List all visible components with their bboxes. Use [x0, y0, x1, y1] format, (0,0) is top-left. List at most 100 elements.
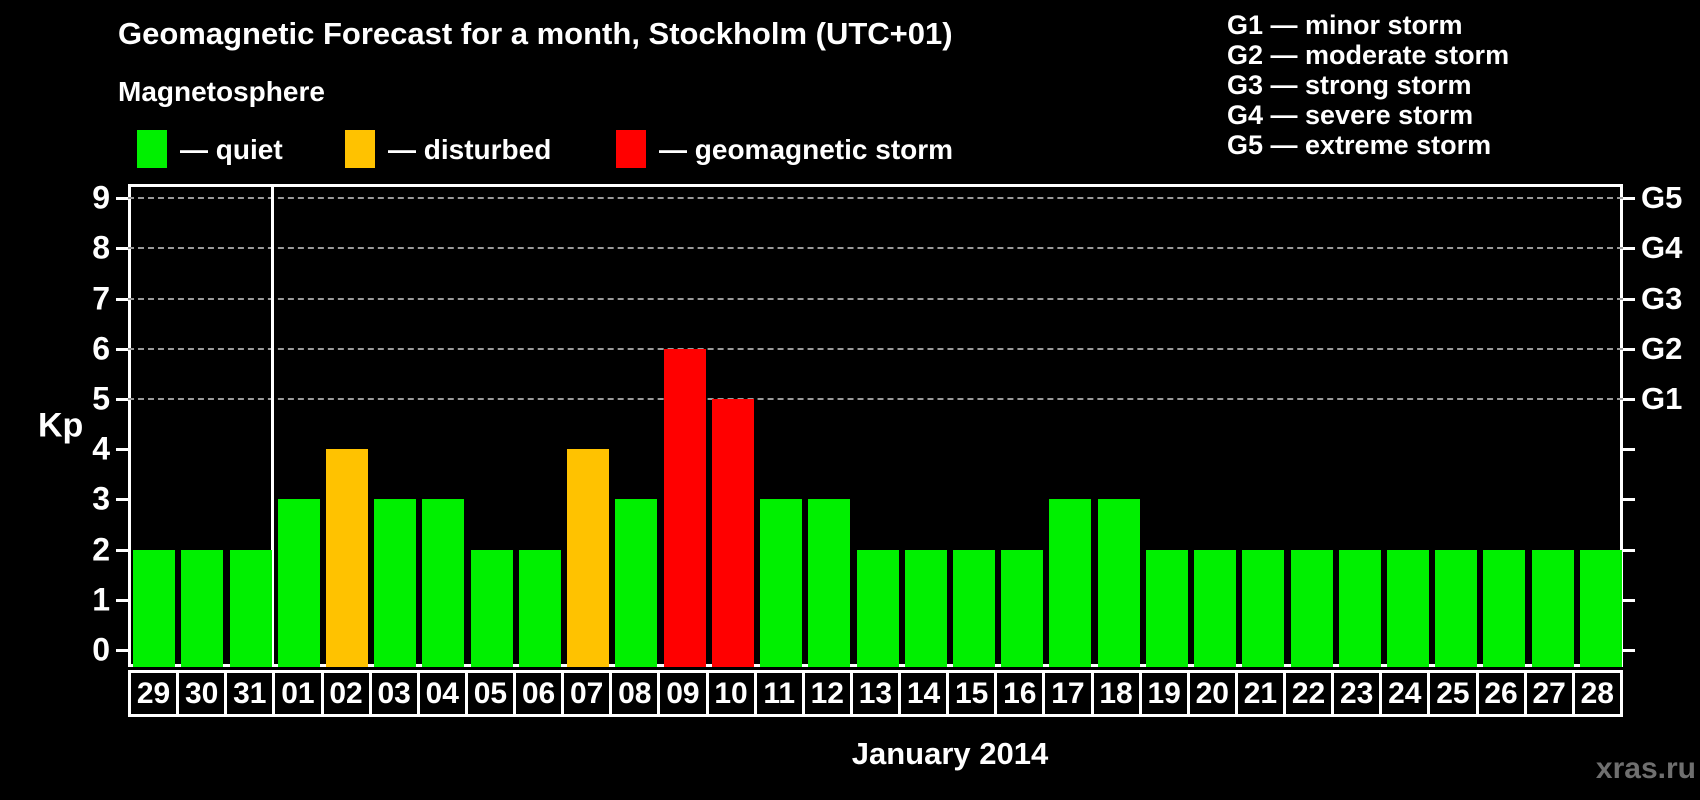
y-axis-tick-right — [1623, 398, 1635, 401]
page-title: Geomagnetic Forecast for a month, Stockh… — [118, 16, 953, 51]
bar-day-15 — [952, 549, 995, 667]
legend-label-quiet: — quiet — [180, 134, 283, 165]
bar-day-18 — [1097, 499, 1140, 667]
bar-day-05 — [470, 549, 513, 667]
bar-day-01 — [277, 499, 320, 667]
bar-day-08 — [615, 499, 658, 667]
right-axis-label-G4: G4 — [1641, 230, 1683, 266]
x-axis-title: January 2014 — [851, 736, 1049, 771]
bar-day-06 — [518, 549, 561, 667]
y-axis-tick-left — [116, 548, 128, 552]
day-label-25: 25 — [1427, 673, 1476, 714]
right-axis-label-G2: G2 — [1641, 330, 1683, 366]
y-tick-label-2: 2 — [92, 531, 110, 568]
day-label-28: 28 — [1571, 673, 1620, 714]
y-tick-label-3: 3 — [92, 480, 110, 517]
y-tick-label-0: 0 — [92, 631, 110, 668]
day-label-14: 14 — [898, 673, 947, 714]
right-axis-label-G1: G1 — [1641, 381, 1683, 416]
day-label-23: 23 — [1331, 673, 1380, 714]
day-label-03: 03 — [368, 673, 417, 714]
bar-day-20 — [1194, 549, 1237, 667]
bar-day-30 — [181, 549, 224, 667]
day-label-30: 30 — [176, 673, 225, 714]
gridline-kp-6 — [128, 347, 1623, 350]
day-label-11: 11 — [753, 673, 802, 714]
day-label-22: 22 — [1283, 673, 1332, 714]
bar-day-26 — [1483, 549, 1526, 667]
legend-swatch-storm — [616, 130, 646, 168]
y-axis-tick-left — [116, 598, 128, 602]
day-label-29: 29 — [131, 673, 177, 714]
legend-label-disturbed: — disturbed — [388, 134, 552, 165]
storm-scale-legend-item: G2 — moderate storm — [1227, 40, 1510, 70]
day-label-05: 05 — [464, 673, 513, 714]
month-separator-line — [271, 184, 275, 667]
bar-day-10 — [711, 399, 754, 667]
y-tick-label-6: 6 — [92, 330, 110, 367]
legend-swatch-quiet — [137, 130, 167, 168]
magnetosphere-legend-title: Magnetosphere — [118, 76, 325, 107]
day-label-04: 04 — [416, 673, 465, 714]
y-tick-label-7: 7 — [92, 280, 110, 317]
day-label-01: 01 — [272, 673, 321, 714]
bar-day-17 — [1049, 499, 1092, 667]
day-label-18: 18 — [1090, 673, 1139, 714]
legend-swatch-disturbed — [345, 130, 375, 168]
day-label-16: 16 — [994, 673, 1043, 714]
y-axis-tick-left — [116, 398, 128, 401]
y-axis-tick-left — [116, 197, 128, 201]
legend-label-storm: — geomagnetic storm — [659, 134, 954, 165]
day-label-02: 02 — [320, 673, 369, 714]
gridline-kp-8 — [128, 247, 1623, 250]
gridline-kp-7 — [128, 297, 1623, 300]
y-axis-tick-right — [1623, 297, 1635, 301]
bar-day-19 — [1145, 549, 1188, 667]
y-axis-title: Kp — [38, 406, 84, 445]
day-label-08: 08 — [609, 673, 658, 714]
storm-scale-legend-item: G3 — strong storm — [1227, 70, 1472, 100]
bar-day-04 — [422, 499, 465, 667]
bar-day-07 — [567, 449, 610, 667]
bar-day-03 — [374, 499, 417, 667]
y-axis-tick-right — [1623, 598, 1635, 602]
day-label-19: 19 — [1138, 673, 1187, 714]
day-label-06: 06 — [513, 673, 562, 714]
right-axis-label-G3: G3 — [1641, 280, 1683, 316]
bar-day-24 — [1386, 549, 1429, 667]
day-label-15: 15 — [946, 673, 995, 714]
y-tick-label-9: 9 — [92, 179, 110, 216]
bar-day-02 — [326, 449, 369, 667]
y-tick-label-4: 4 — [92, 430, 110, 467]
bar-day-16 — [1001, 549, 1044, 667]
bar-day-09 — [663, 348, 706, 667]
bar-day-28 — [1579, 549, 1622, 667]
day-label-21: 21 — [1234, 673, 1283, 714]
bar-day-31 — [229, 549, 272, 667]
y-axis-tick-left — [116, 247, 128, 251]
y-axis-tick-left — [116, 347, 128, 351]
bar-day-11 — [760, 499, 803, 667]
watermark: xras.ru — [1595, 752, 1696, 785]
day-label-24: 24 — [1379, 673, 1428, 714]
gridline-kp-5 — [128, 398, 1623, 400]
bar-day-29 — [133, 549, 176, 667]
day-label-17: 17 — [1042, 673, 1091, 714]
x-axis-day-labels: 29 30 31 01 02 03 04 05 06 07 08 09 10 11 12 13 14 15 16 17… — [128, 670, 1623, 717]
y-tick-label-8: 8 — [92, 229, 110, 266]
bar-day-27 — [1531, 549, 1574, 667]
day-label-10: 10 — [705, 673, 754, 714]
y-axis-tick-left — [116, 297, 128, 301]
y-axis-tick-left — [116, 498, 128, 502]
storm-scale-legend: G1 — minor storm G2 — moderate storm G3 — … — [1227, 10, 1509, 160]
day-label-13: 13 — [849, 673, 898, 714]
bar-day-13 — [856, 549, 899, 667]
y-axis-tick-right — [1623, 247, 1635, 251]
y-axis-tick-right — [1623, 498, 1635, 502]
day-label-12: 12 — [801, 673, 850, 714]
y-axis-tick-left — [116, 448, 128, 452]
y-axis-tick-right — [1623, 197, 1635, 201]
day-label-09: 09 — [657, 673, 706, 714]
bar-day-25 — [1435, 549, 1478, 667]
